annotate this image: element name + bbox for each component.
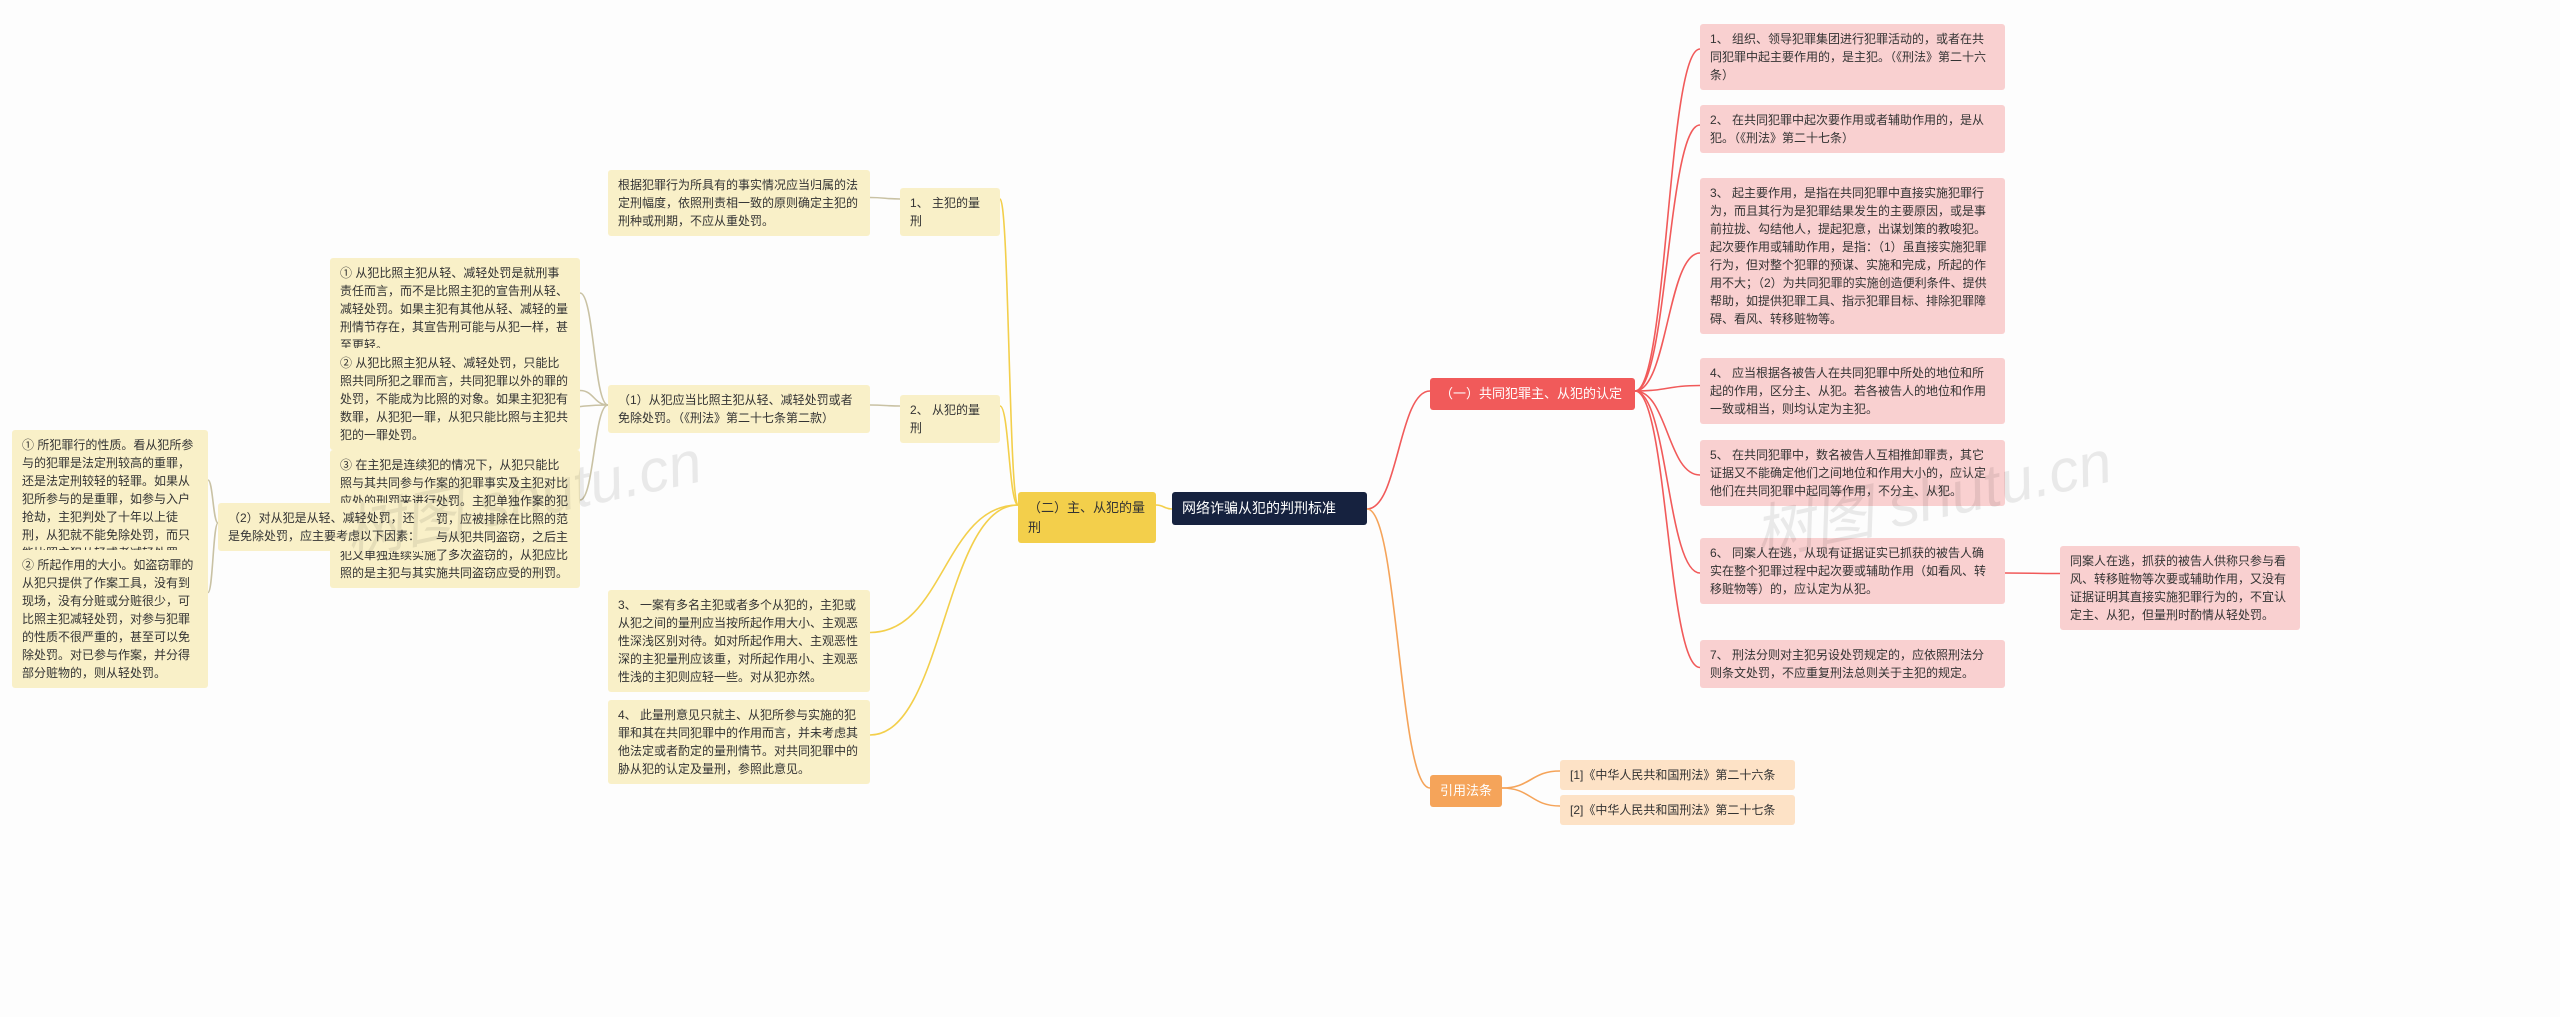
node-b1[interactable]: 1、 主犯的量刑 [900,188,1000,236]
node-a2[interactable]: 2、 在共同犯罪中起次要作用或者辅助作用的，是从犯。（《刑法》第二十七条） [1700,105,2005,153]
node-s1[interactable]: （一）共同犯罪主、从犯的认定 [1430,378,1635,410]
node-a5[interactable]: 5、 在共同犯罪中，数名被告人互相推卸罪责，其它证据又不能确定他们之间地位和作用… [1700,440,2005,506]
node-b2b2[interactable]: ② 所起作用的大小。如盗窃罪的从犯只提供了作案工具，没有到现场，没有分赃或分赃很… [12,550,208,688]
node-b2a1[interactable]: ① 从犯比照主犯从轻、减轻处罚是就刑事责任而言，而不是比照主犯的宣告刑从轻、减轻… [330,258,580,360]
node-a7[interactable]: 7、 刑法分则对主犯另设处罚规定的，应依照刑法分则条文处罚，不应重复刑法总则关于… [1700,640,2005,688]
node-b2a2[interactable]: ② 从犯比照主犯从轻、减轻处罚，只能比照共同所犯之罪而言，共同犯罪以外的罪的处罚… [330,348,580,450]
node-a4[interactable]: 4、 应当根据各被告人在共同犯罪中所处的地位和所起的作用，区分主、从犯。若各被告… [1700,358,2005,424]
node-s2[interactable]: （二）主、从犯的量刑 [1018,492,1156,543]
node-s3[interactable]: 引用法条 [1430,775,1502,807]
node-b2[interactable]: 2、 从犯的量刑 [900,395,1000,443]
node-b2a[interactable]: （1）从犯应当比照主犯从轻、减轻处罚或者免除处罚。（《刑法》第二十七条第二款） [608,385,870,433]
node-b2b[interactable]: （2）对从犯是从轻、减轻处罚，还是免除处罚，应主要考虑以下因素： [218,503,436,551]
node-a6b[interactable]: 同案人在逃，抓获的被告人供称只参与看风、转移赃物等次要或辅助作用，又没有证据证明… [2060,546,2300,630]
node-b3[interactable]: 3、 一案有多名主犯或者多个从犯的，主犯或从犯之间的量刑应当按所起作用大小、主观… [608,590,870,692]
mindmap-canvas: 网络诈骗从犯的判刑标准 （一）共同犯罪主、从犯的认定 （二）主、从犯的量刑引用法条 1… [0,0,2560,1017]
node-b4[interactable]: 4、 此量刑意见只就主、从犯所参与实施的犯罪和其在共同犯罪中的作用而言，并未考虑… [608,700,870,784]
node-a6[interactable]: 6、 同案人在逃，从现有证据证实已抓获的被告人确实在整个犯罪过程中起次要或辅助作… [1700,538,2005,604]
node-b1a[interactable]: 根据犯罪行为所具有的事实情况应当归属的法定刑幅度，依照刑责相一致的原则确定主犯的… [608,170,870,236]
node-c2[interactable]: [2]《中华人民共和国刑法》第二十七条 [1560,795,1795,825]
node-a3[interactable]: 3、 起主要作用，是指在共同犯罪中直接实施犯罪行为，而且其行为是犯罪结果发生的主… [1700,178,2005,334]
node-a1[interactable]: 1、 组织、领导犯罪集团进行犯罪活动的，或者在共同犯罪中起主要作用的，是主犯。（… [1700,24,2005,90]
node-root[interactable]: 网络诈骗从犯的判刑标准 [1172,492,1367,525]
node-c1[interactable]: [1]《中华人民共和国刑法》第二十六条 [1560,760,1795,790]
